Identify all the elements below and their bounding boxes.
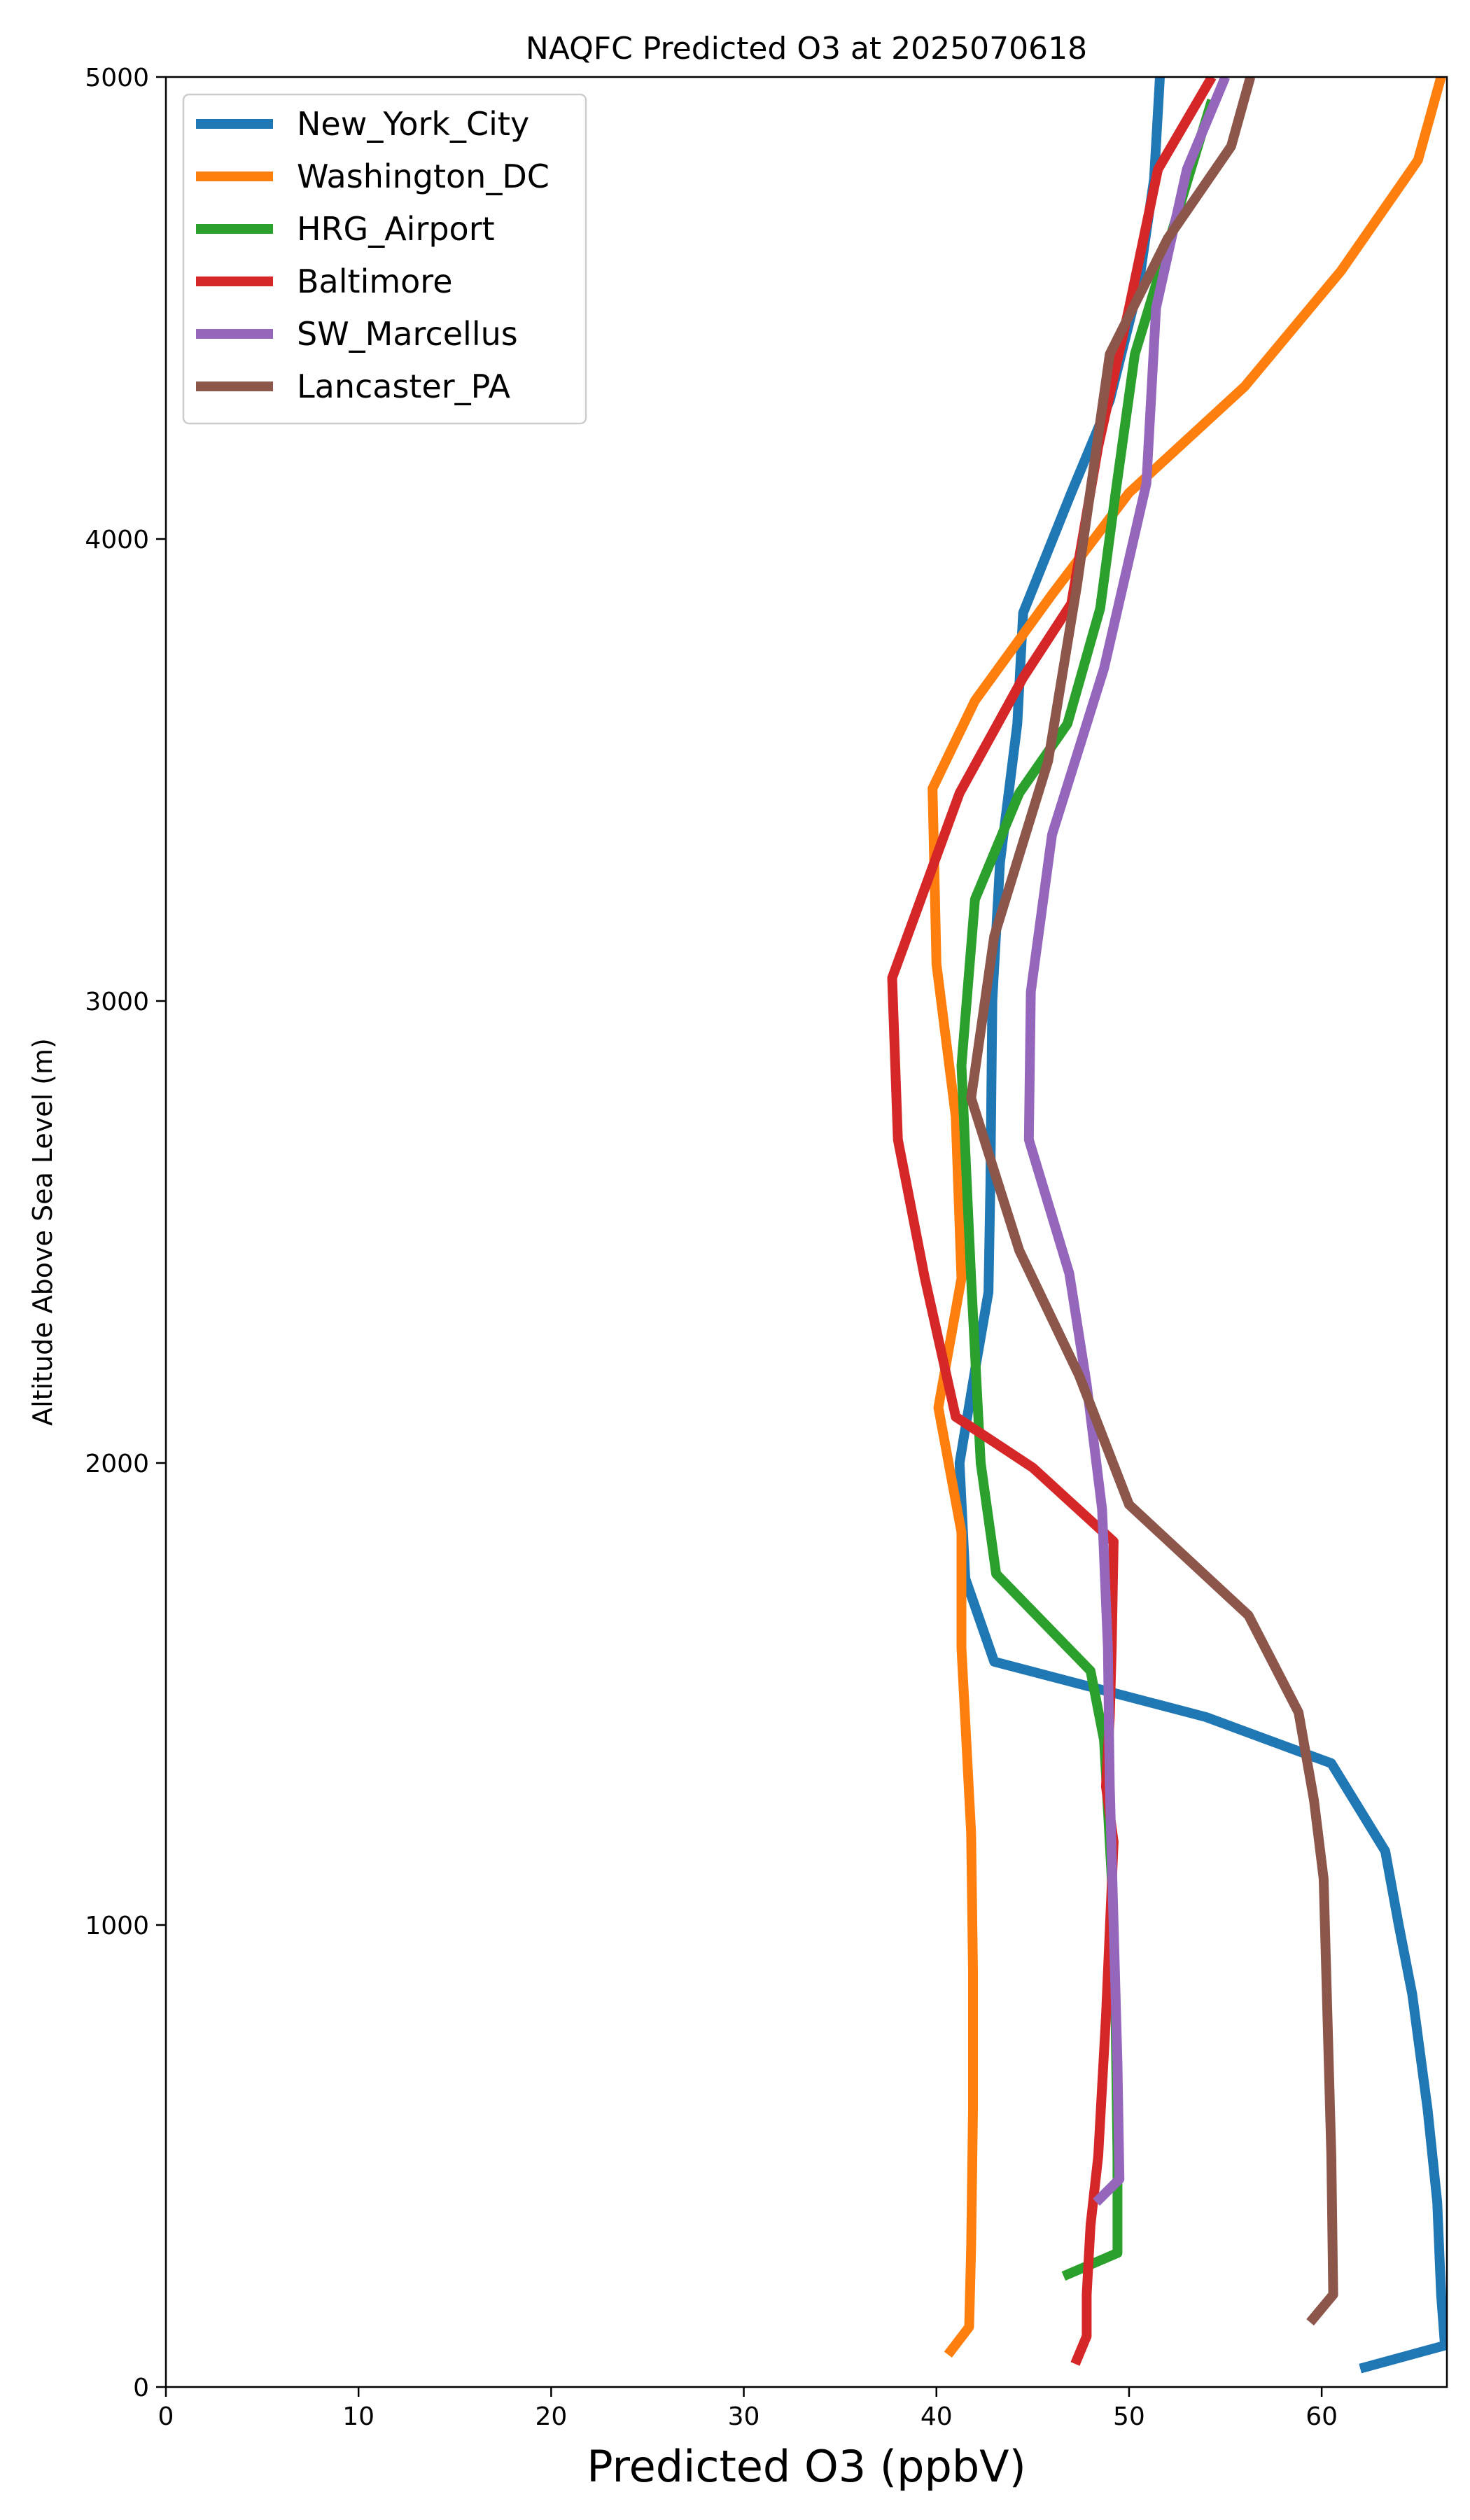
y-tick-label: 5000 <box>85 64 149 92</box>
legend-box <box>182 93 587 425</box>
legend-label-washington-dc: Washington_DC <box>297 158 550 195</box>
y-tick-label: 3000 <box>85 988 149 1016</box>
x-tick-label: 20 <box>535 2402 567 2431</box>
legend-label-new-york-city: New_York_City <box>297 105 529 143</box>
legend-label-baltimore: Baltimore <box>297 262 453 300</box>
plot-area <box>887 77 1447 2374</box>
y-tick-label: 4000 <box>85 526 149 554</box>
y-tick-label: 1000 <box>85 1912 149 1940</box>
legend-label-hrg-airport: HRG_Airport <box>297 210 495 248</box>
x-axis-label: Predicted O3 (ppbV) <box>587 2441 1026 2492</box>
series-line-sw-marcellus <box>1023 77 1230 2206</box>
x-tick-label: 10 <box>342 2402 374 2431</box>
series-lines <box>887 77 1447 2374</box>
legend-label-lancaster-pa: Lancaster_PA <box>297 368 510 405</box>
x-axis-ticks: 0 10 20 30 40 50 60 <box>158 2387 1338 2431</box>
series-line-washington-dc <box>927 77 1446 2358</box>
y-axis-label: Altitude Above Sea Level (m) <box>27 1038 58 1426</box>
x-tick-label: 60 <box>1306 2402 1338 2431</box>
y-tick-label: 2000 <box>85 1450 149 1478</box>
x-tick-label: 30 <box>728 2402 760 2431</box>
x-tick-label: 40 <box>920 2402 953 2431</box>
legend-label-sw-marcellus: SW_Marcellus <box>297 315 518 353</box>
y-axis-ticks: 0 1000 2000 3000 4000 5000 <box>85 64 166 2402</box>
y-tick-label: 0 <box>133 2374 149 2402</box>
x-tick-label: 0 <box>158 2402 174 2431</box>
legend: New_York_City Washington_DC HRG_Airport Bal… <box>182 93 587 425</box>
plot-frame <box>164 76 1448 2388</box>
x-tick-label: 50 <box>1113 2402 1145 2431</box>
series-line-new-york-city <box>954 77 1447 2374</box>
series-line-lancaster-pa <box>966 77 1338 2326</box>
chart-title: NAQFC Predicted O3 at 2025070618 <box>526 31 1087 66</box>
